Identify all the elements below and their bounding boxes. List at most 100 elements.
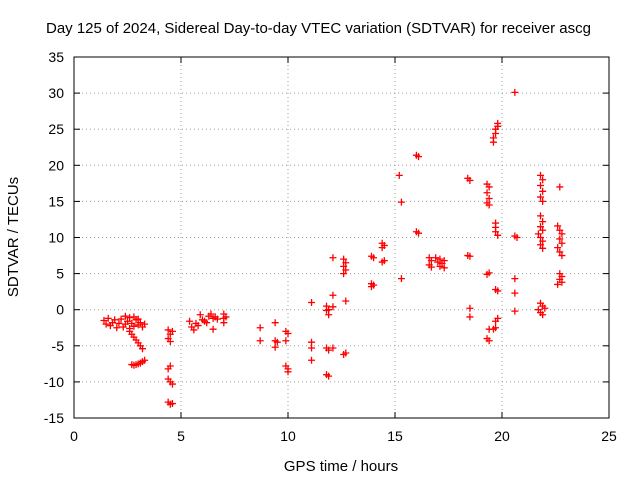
data-point <box>554 244 562 252</box>
y-tick-label: -10 <box>44 374 64 390</box>
data-point <box>415 229 423 237</box>
data-point <box>329 254 337 262</box>
x-tick-label: 10 <box>280 428 296 444</box>
y-tick-label: 30 <box>48 85 64 101</box>
data-point <box>511 88 519 96</box>
data-point <box>554 280 562 288</box>
data-point <box>370 281 378 289</box>
data-point <box>427 263 435 271</box>
data-point <box>539 176 547 184</box>
data-point <box>485 201 493 209</box>
data-point <box>100 317 108 325</box>
data-point <box>102 320 110 328</box>
y-tick-label: 15 <box>48 193 64 209</box>
data-point <box>537 234 545 241</box>
data-point <box>222 313 230 321</box>
data-point <box>513 234 521 241</box>
chart-title: Day 125 of 2024, Sidereal Day-to-day VTE… <box>46 20 591 37</box>
y-tick-label: 20 <box>48 157 64 173</box>
data-point <box>440 264 448 272</box>
data-point <box>556 226 564 234</box>
data-point <box>537 182 545 190</box>
data-point <box>427 257 435 265</box>
data-point <box>130 322 138 330</box>
data-point <box>166 337 174 345</box>
data-point <box>440 257 448 265</box>
axis-ticks <box>73 56 610 419</box>
data-point <box>378 239 386 247</box>
data-point <box>492 228 500 236</box>
data-point <box>378 258 386 266</box>
x-tick-label: 5 <box>177 428 185 444</box>
data-point <box>209 325 217 333</box>
data-point <box>168 380 176 388</box>
data-point <box>340 255 348 263</box>
data-point <box>340 262 348 270</box>
x-tick-labels: 0 5 10 15 20 25 <box>70 428 617 444</box>
y-tick-label: 5 <box>56 266 64 282</box>
data-point <box>556 235 564 243</box>
data-point <box>164 326 172 334</box>
data-point <box>466 252 474 260</box>
data-point <box>126 314 134 322</box>
data-point <box>117 315 125 323</box>
data-point <box>342 266 350 274</box>
data-point <box>121 312 129 320</box>
x-tick-label: 25 <box>601 428 617 444</box>
data-point <box>483 189 491 197</box>
data-point <box>558 239 566 247</box>
data-point <box>325 311 333 319</box>
data-point <box>134 315 142 323</box>
data-point <box>203 319 211 327</box>
data-point <box>196 311 204 319</box>
data-point <box>141 320 149 328</box>
data-points <box>100 88 566 408</box>
data-point <box>166 362 174 370</box>
data-point <box>485 183 493 191</box>
data-point <box>329 344 337 352</box>
data-point <box>104 314 112 322</box>
data-point <box>415 153 423 161</box>
data-point <box>284 368 292 376</box>
data-point <box>271 343 279 351</box>
data-point <box>511 275 519 283</box>
y-tick-label: -15 <box>44 410 64 426</box>
data-point <box>308 344 316 352</box>
data-point <box>539 187 547 195</box>
y-axis-label: SDTVAR / TECUs <box>5 177 22 297</box>
data-point <box>136 319 144 327</box>
data-point <box>466 313 474 321</box>
data-point <box>220 319 228 327</box>
data-point <box>340 350 348 358</box>
data-point <box>537 193 545 201</box>
y-tick-label: 10 <box>48 230 64 246</box>
data-point <box>483 270 491 278</box>
data-point <box>485 337 493 345</box>
data-point <box>537 241 545 249</box>
x-tick-label: 20 <box>494 428 510 444</box>
data-point <box>466 304 474 312</box>
data-point <box>556 183 564 191</box>
data-point <box>282 337 290 345</box>
data-point <box>494 119 502 127</box>
data-point <box>367 252 375 260</box>
y-tick-label: 0 <box>56 302 64 318</box>
x-tick-label: 0 <box>70 428 78 444</box>
x-axis-label: GPS time / hours <box>284 458 398 475</box>
data-point <box>554 222 562 230</box>
data-point <box>397 275 405 283</box>
data-point <box>130 313 138 321</box>
data-point <box>539 226 547 234</box>
data-point <box>537 223 545 231</box>
data-point <box>489 325 497 333</box>
data-point <box>511 307 519 315</box>
data-point <box>494 231 502 239</box>
data-point <box>558 230 566 238</box>
data-point <box>539 218 547 226</box>
data-point <box>397 198 405 206</box>
data-point <box>395 171 403 179</box>
data-point <box>329 291 337 299</box>
data-point <box>556 248 564 256</box>
data-point <box>113 324 121 332</box>
